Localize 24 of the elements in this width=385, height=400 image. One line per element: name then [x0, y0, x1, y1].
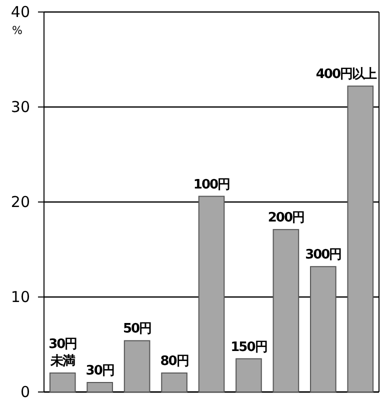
y-tick-label: 10: [10, 288, 30, 306]
bar: [347, 86, 374, 392]
x-tick-label: 80円: [160, 354, 188, 369]
x-tick-label: 300円: [305, 248, 342, 263]
x-tick-label: 200円: [268, 210, 304, 226]
y-tick-label: 30: [10, 98, 30, 116]
bar: [310, 266, 336, 392]
bar: [198, 196, 225, 392]
x-tick-label: 30円 未満: [48, 337, 77, 369]
y-tick-label: 20: [10, 192, 30, 211]
bar: [86, 382, 113, 392]
x-tick-label: 50円: [123, 322, 152, 337]
bar: [124, 340, 150, 392]
x-tick-label: 400円以上: [316, 67, 377, 82]
x-tick-label: 100円: [193, 177, 230, 192]
bar: [272, 229, 300, 392]
x-tick-label: 30円: [86, 364, 114, 378]
x-tick-label: 150円: [230, 340, 267, 355]
y-tick-label: 0: [20, 382, 30, 400]
bar: [236, 358, 262, 392]
y-tick-label: 40: [10, 2, 30, 21]
bar: [161, 372, 188, 392]
y-axis-title: %: [12, 24, 22, 37]
bar: [49, 372, 76, 392]
